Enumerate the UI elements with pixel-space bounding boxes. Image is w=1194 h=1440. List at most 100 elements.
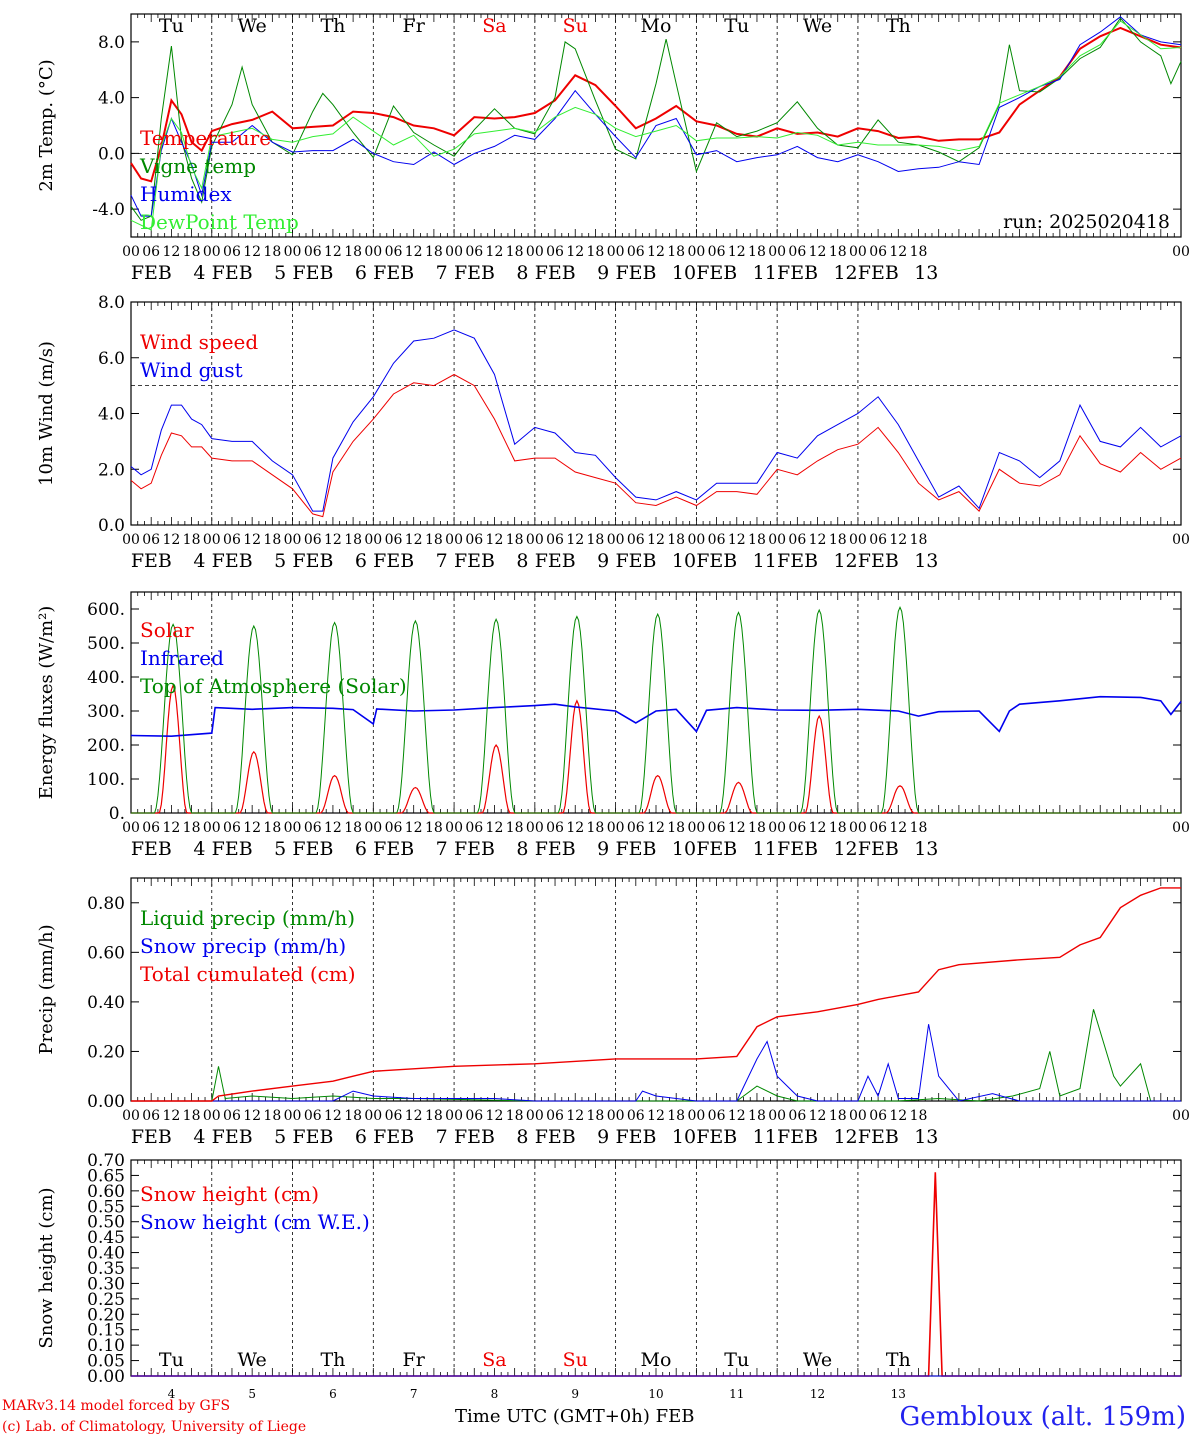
- x-hour-label: 18: [587, 820, 605, 836]
- x-hour-label: 18: [748, 532, 766, 548]
- x-day-label: 9: [597, 1126, 609, 1148]
- x-hour-label: 18: [263, 244, 281, 260]
- x-month-label: FEB: [373, 838, 414, 860]
- x-hour-label: 18: [587, 244, 605, 260]
- x-hour-label: 00: [687, 820, 705, 836]
- x-hour-label: 00: [768, 1108, 786, 1124]
- x-month-label: FEB: [777, 1126, 818, 1148]
- x-hour-label: 18: [667, 1108, 685, 1124]
- x-hour-label: 12: [486, 820, 504, 836]
- legend-entry: Solar: [140, 618, 194, 642]
- legend-entry: Infrared: [140, 646, 224, 670]
- y-tick-label: 4.0: [98, 89, 125, 109]
- x-month-label: FEB: [454, 838, 495, 860]
- x-month-label: FEB: [373, 550, 414, 572]
- x-day-label: 13: [914, 838, 938, 860]
- x-month-label: FEB: [696, 550, 737, 572]
- x-month-label: FEB: [212, 262, 253, 284]
- legend-entry: Liquid precip (mm/h): [140, 906, 355, 930]
- legend-entry: Total cumulated (cm): [140, 962, 356, 986]
- xaxis-month: FEB: [655, 1406, 695, 1427]
- x-hour-label: 18: [425, 820, 443, 836]
- x-hour-label: 18: [667, 532, 685, 548]
- x-month-label: FEB: [131, 1126, 172, 1148]
- x-hour-label: 12: [647, 532, 665, 548]
- snow-day-name-label: Su: [563, 1349, 588, 1371]
- x-hour-label: 06: [142, 1108, 160, 1124]
- series-wind-speed: [130, 373, 1182, 518]
- x-hour-label: 00: [849, 532, 867, 548]
- y-tick-label: 500.: [87, 634, 125, 654]
- y-tick-label: 0.80: [87, 894, 125, 914]
- x-day-label: 5: [274, 262, 286, 284]
- y-axis-label: Precip (mm/h): [36, 924, 57, 1054]
- x-hour-label: 12: [243, 532, 261, 548]
- snow-day-name-label: Th: [320, 1349, 345, 1371]
- x-hour-label: 12: [566, 1108, 584, 1124]
- x-hour-label: 06: [304, 820, 322, 836]
- x-month-label: FEB: [615, 262, 656, 284]
- x-hour-label: 12: [486, 1108, 504, 1124]
- day-name-label: Fr: [403, 15, 426, 37]
- x-month-label: FEB: [212, 550, 253, 572]
- legend-entry: Snow height (cm): [140, 1182, 319, 1206]
- y-tick-label: 0.25: [87, 1290, 125, 1310]
- x-day-label: 8: [516, 550, 528, 572]
- x-hour-label: 00: [526, 244, 544, 260]
- x-hour-label: 18: [183, 1108, 201, 1124]
- x-month-label: FEB: [131, 550, 172, 572]
- x-month-label: FEB: [615, 838, 656, 860]
- y-tick-label: 0.20: [87, 1305, 125, 1325]
- x-hour-label: 00: [849, 1108, 867, 1124]
- x-hour-label: 12: [647, 244, 665, 260]
- x-hour-label: 18: [748, 1108, 766, 1124]
- snow-day-number: 12: [810, 1387, 825, 1401]
- x-hour-label: 12: [162, 244, 180, 260]
- x-hour-label: 06: [465, 532, 483, 548]
- panel-energy: 0. 100. 200. 300. 400. 500. 600. Energy fluxes …: [36, 591, 1190, 860]
- x-hour-label: 12: [889, 820, 907, 836]
- x-day-label: 4: [193, 1126, 205, 1148]
- x-month-label: FEB: [454, 1126, 495, 1148]
- x-hour-label: 12: [566, 244, 584, 260]
- x-hour-label: 00: [445, 1108, 463, 1124]
- snow-day-name-label: Tu: [724, 1349, 749, 1371]
- x-day-label: 11: [753, 838, 777, 860]
- x-hour-label: 06: [223, 820, 241, 836]
- x-hour-label: 18: [910, 244, 928, 260]
- snow-day-name-label: Th: [886, 1349, 911, 1371]
- x-hour-label: 18: [506, 1108, 524, 1124]
- y-tick-label: 0.00: [87, 1367, 125, 1387]
- x-hour-label: 00: [768, 532, 786, 548]
- snow-day-number: 5: [248, 1387, 256, 1401]
- x-day-label: 9: [597, 838, 609, 860]
- x-month-label: FEB: [131, 262, 172, 284]
- series-top-of-atmosphere-solar-: [131, 606, 1181, 814]
- y-axis-label: 2m Temp. (°C): [36, 59, 57, 191]
- x-month-label: FEB: [535, 1126, 576, 1148]
- x-hour-label: 06: [223, 244, 241, 260]
- x-hour-label: 18: [344, 820, 362, 836]
- x-hour-label: 18: [183, 532, 201, 548]
- x-hour-label: 12: [889, 532, 907, 548]
- x-hour-label: 06: [869, 532, 887, 548]
- day-name-label: Su: [563, 15, 588, 37]
- x-hour-label: 12: [647, 820, 665, 836]
- legend-entry: Wind speed: [140, 330, 258, 354]
- y-tick-label: 0.60: [87, 1182, 125, 1202]
- x-hour-label: 12: [243, 1108, 261, 1124]
- y-tick-label: 0.70: [87, 1151, 125, 1171]
- x-hour-label: 18: [829, 532, 847, 548]
- day-name-label: Th: [320, 15, 345, 37]
- x-hour-label: 06: [546, 820, 564, 836]
- x-day-label: 12: [833, 838, 857, 860]
- x-hour-label: 18: [910, 532, 928, 548]
- x-hour-label: 06: [304, 1108, 322, 1124]
- x-month-label: FEB: [535, 838, 576, 860]
- legend-entry: Wind gust: [140, 358, 243, 382]
- x-hour-label: 06: [546, 244, 564, 260]
- y-tick-label: 400.: [87, 668, 125, 688]
- x-hour-label: 00: [203, 820, 221, 836]
- x-month-label: FEB: [292, 838, 333, 860]
- x-month-label: FEB: [696, 838, 737, 860]
